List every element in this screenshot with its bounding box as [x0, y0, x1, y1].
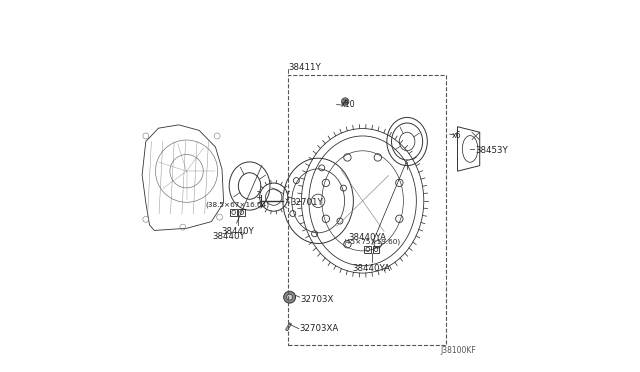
Text: 38440Y: 38440Y	[221, 227, 254, 236]
Bar	[364, 246, 371, 253]
Circle shape	[284, 291, 296, 303]
Text: J38100KF: J38100KF	[440, 346, 476, 355]
Bar	[372, 246, 380, 253]
Text: (38.5×67×16.64): (38.5×67×16.64)	[205, 202, 269, 208]
Circle shape	[287, 294, 292, 300]
Text: 38440Y: 38440Y	[213, 231, 246, 241]
Text: x10: x10	[340, 100, 355, 109]
Text: 38440YA: 38440YA	[353, 264, 391, 273]
Text: 38440YA: 38440YA	[348, 233, 387, 243]
Text: 38453Y: 38453Y	[476, 146, 508, 155]
Text: 32703X: 32703X	[300, 295, 333, 304]
Bar	[239, 209, 245, 216]
Bar	[230, 209, 237, 216]
Circle shape	[342, 98, 349, 105]
Text: 32701Y: 32701Y	[291, 198, 323, 207]
Text: 38411Y: 38411Y	[289, 63, 321, 72]
Text: 32703XA: 32703XA	[300, 324, 339, 333]
Text: (45×75×19.60): (45×75×19.60)	[343, 239, 401, 245]
Bar	[289, 75, 446, 345]
Bar	[285, 323, 291, 331]
Text: x6: x6	[452, 131, 461, 141]
